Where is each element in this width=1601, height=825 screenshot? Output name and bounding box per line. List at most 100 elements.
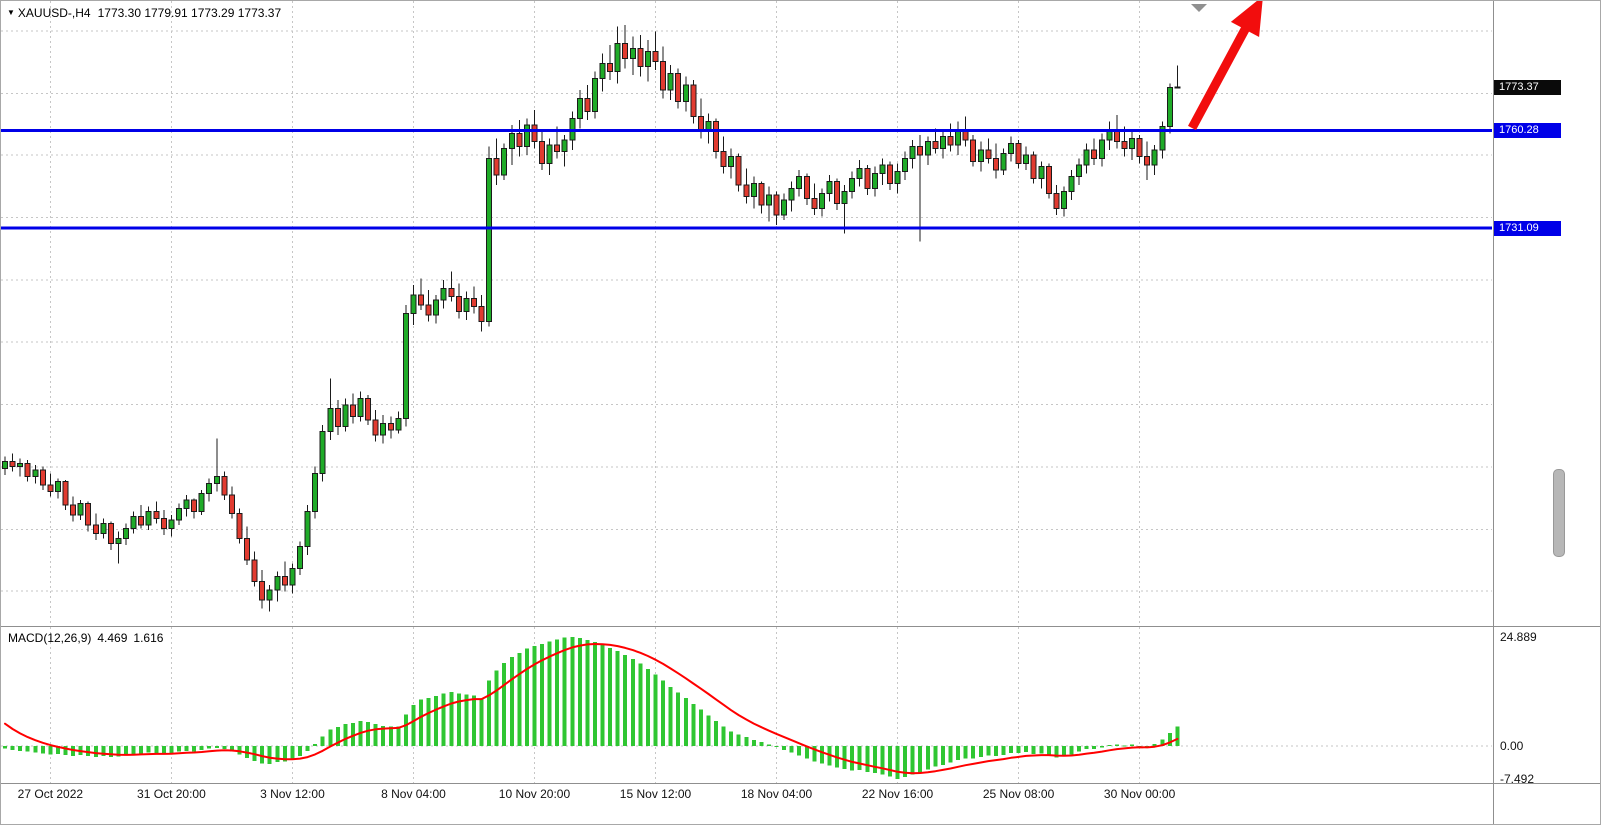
macd-histogram-bar	[441, 693, 446, 747]
candle-body	[977, 149, 984, 163]
candle-body	[886, 164, 893, 184]
candle-body	[1045, 166, 1052, 194]
candle-body	[448, 287, 455, 298]
macd-histogram-bar	[93, 746, 98, 757]
macd-histogram-bar	[592, 642, 597, 747]
scrollbar-thumb[interactable]	[1553, 469, 1565, 557]
candle-body	[425, 304, 432, 316]
macd-histogram-bar	[55, 746, 60, 754]
time-axis[interactable]: 27 Oct 2022 31 Oct 20:00 3 Nov 12:00 8 Nov …	[1, 787, 1493, 805]
candle-body	[198, 492, 205, 513]
price-axis[interactable]: 1790.201752.951734.201715.451696.951678.…	[1494, 1, 1600, 783]
macd-histogram-bar	[1024, 746, 1029, 753]
macd-histogram-bar	[562, 637, 567, 747]
macd-histogram-bar	[842, 746, 847, 770]
candle-body	[236, 512, 243, 539]
macd-histogram-bar	[933, 746, 938, 767]
candle-body	[1159, 126, 1166, 151]
macd-histogram-bar	[1107, 745, 1112, 747]
macd-histogram-bar	[1084, 746, 1089, 750]
macd-histogram-bar	[487, 680, 492, 747]
macd-histogram-bar	[729, 731, 734, 747]
macd-histogram-bar	[819, 746, 824, 764]
candle-body	[834, 181, 841, 204]
candle-body	[614, 42, 621, 73]
symbol-dropdown-icon[interactable]: ▼	[7, 8, 15, 17]
candle-body	[501, 147, 508, 176]
macd-histogram-bar	[184, 746, 189, 751]
trend-arrow-object[interactable]	[1188, 1, 1263, 131]
candle-body	[463, 297, 470, 313]
candle-body	[342, 404, 349, 428]
macd-histogram-bar	[661, 680, 666, 747]
candle-body	[788, 187, 795, 201]
candle-body	[24, 462, 31, 478]
macd-histogram-bar	[691, 703, 696, 747]
axis-separator	[1493, 1, 1494, 824]
candle-body	[168, 519, 175, 529]
candle-body	[153, 511, 160, 519]
candle-body	[637, 47, 644, 68]
macd-histogram-bar	[524, 648, 529, 747]
candle-body	[607, 62, 614, 73]
candle-body	[2, 461, 8, 469]
candle-body	[539, 141, 546, 164]
macd-histogram-bar	[1009, 746, 1014, 754]
candle-body	[1166, 86, 1173, 128]
macd-histogram-bar	[774, 746, 779, 748]
macd-histogram-bar	[169, 746, 174, 754]
candle-body	[334, 407, 341, 428]
candle-body	[932, 141, 939, 149]
macd-histogram-bar	[1114, 744, 1119, 747]
macd-histogram-bar	[176, 746, 181, 752]
candle-body	[1098, 139, 1105, 159]
macd-histogram-bar	[419, 699, 424, 747]
macd-histogram-bar	[10, 746, 15, 750]
macd-histogram-bar	[630, 658, 635, 747]
candle-body	[826, 181, 833, 194]
macd-histogram-bar	[948, 746, 953, 763]
macd-histogram-bar	[555, 639, 560, 747]
candle-body	[266, 589, 273, 601]
candle-body	[584, 97, 591, 113]
macd-histogram-bar	[71, 746, 76, 757]
macd-histogram-bar	[86, 746, 91, 757]
macd-histogram-bar	[434, 696, 439, 747]
candle-body	[17, 462, 24, 468]
current-price-tag: 1773.37	[1494, 79, 1561, 95]
pane-separator[interactable]	[1, 626, 1600, 627]
candle-body	[508, 132, 515, 149]
macd-histogram-bar	[850, 746, 855, 771]
candle-body	[1174, 86, 1181, 89]
macd-signal-line	[4, 643, 1179, 775]
macd-histogram-bar	[502, 663, 507, 747]
candle-body	[395, 417, 402, 431]
macd-histogram-bar	[33, 746, 38, 753]
candle-body	[554, 144, 561, 153]
macd-histogram-bar	[615, 650, 620, 747]
macd-histogram-bar	[751, 739, 756, 747]
macd-histogram-bar	[1175, 726, 1180, 747]
candle-body	[939, 136, 946, 149]
candle-body	[138, 516, 145, 526]
macd-histogram-bar	[222, 746, 227, 750]
macd-histogram-bar	[986, 746, 991, 756]
candle-body	[1038, 166, 1045, 179]
time-label: 30 Nov 00:00	[1103, 787, 1176, 801]
macd-axis-label-zero: 0.00	[1500, 739, 1524, 753]
time-label: 31 Oct 20:00	[137, 787, 206, 801]
support-line-tag: 1731.09	[1494, 220, 1561, 236]
main-price-pane[interactable]	[1, 1, 1493, 626]
candle-body	[47, 484, 54, 493]
candle-body	[682, 84, 689, 103]
macd-indicator-pane[interactable]	[1, 627, 1493, 783]
macd-histogram-bar	[1069, 746, 1074, 755]
candle-body	[251, 559, 258, 583]
candle-body	[372, 419, 379, 436]
macd-histogram-bar	[396, 726, 401, 747]
candle-body	[546, 144, 553, 164]
macd-histogram-bar	[305, 746, 310, 751]
macd-histogram-bar	[464, 694, 469, 747]
candle-body	[410, 294, 417, 314]
